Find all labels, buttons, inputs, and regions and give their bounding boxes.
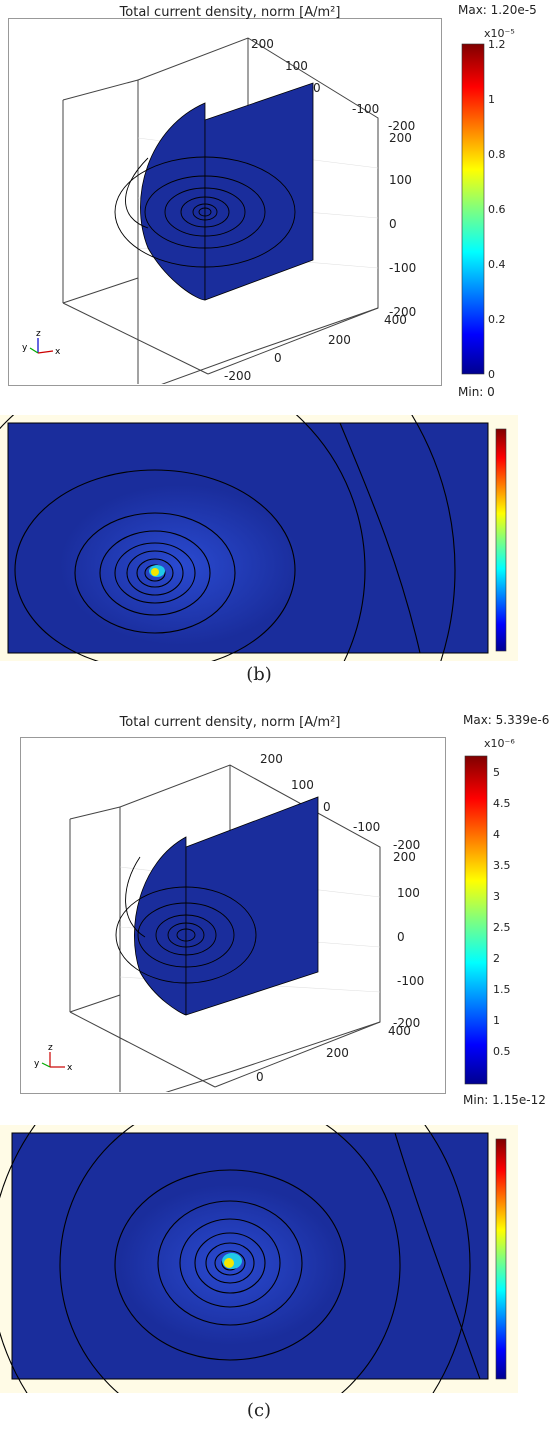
- panel-b-tick-bottom-0: 400: [384, 313, 407, 327]
- panel-b-cb-tick-6: 0: [488, 368, 495, 380]
- panel-c-3d-plot: 200 100 0 -100 -200 200 100 0 -100 -200 …: [34, 752, 424, 1092]
- panel-c-tick-right-0: 200: [393, 850, 416, 864]
- panel-b-tick-top-1: 100: [285, 59, 308, 73]
- panel-c-tick-top-2: 0: [323, 800, 331, 814]
- panel-c-cb-tick-1: 4.5: [493, 797, 511, 810]
- panel-b-title: Total current density, norm [A/m²]: [119, 5, 341, 20]
- panel-c-cb-tick-2: 4: [493, 828, 500, 841]
- panel-b-triad-y: y: [22, 343, 28, 353]
- panel-c-cb-tick-0: 5: [493, 766, 500, 779]
- panel-b-tick-right-3: -100: [389, 261, 416, 275]
- panel-c-cb-tick-9: 0.5: [493, 1045, 511, 1058]
- panel-b-triad-z: z: [36, 329, 41, 339]
- panel-c-colorbar: 5 4.5 4 3.5 3 2.5 2 1.5 1 0.5: [464, 755, 511, 1085]
- panel-b-min: Min: 0: [458, 385, 495, 399]
- panel-b-scale-exponent: x10⁻⁵: [484, 27, 515, 40]
- panel-c-tick-top-3: -100: [353, 820, 380, 834]
- panel-c-max: Max: 5.339e-6: [463, 713, 550, 727]
- panel-b-zoom-slice: [0, 415, 518, 661]
- panel-b-tick-top-2: 0: [313, 81, 321, 95]
- panel-b-max: Max: 1.20e-5: [458, 3, 537, 17]
- panel-b-cb-tick-0: 1.2: [488, 40, 506, 51]
- panel-c-tick-bottom-1: 200: [326, 1046, 349, 1060]
- panel-c-caption: (c): [246, 1400, 272, 1421]
- panel-c-3d-frame: [20, 737, 446, 1094]
- panel-c-cb-tick-4: 3: [493, 890, 500, 903]
- panel-b-cb-tick-3: 0.6: [488, 203, 506, 216]
- panel-b-caption: (b): [246, 664, 272, 685]
- panel-b-3d-frame: [8, 18, 442, 386]
- panel-c-title: Total current density, norm [A/m²]: [119, 715, 341, 730]
- panel-b-tick-top-4: -200: [388, 119, 415, 133]
- panel-c-triad-x: x: [67, 1063, 73, 1073]
- panel-b-axis-triad: z x y: [22, 329, 61, 357]
- panel-b-tick-bottom-3: -200: [224, 369, 251, 383]
- panel-c-cb-tick-7: 1.5: [493, 983, 511, 996]
- panel-b-tick-right-4: -200: [389, 305, 416, 319]
- panel-c-tick-right-3: -100: [397, 974, 424, 988]
- panel-c-tick-right-2: 0: [397, 930, 405, 944]
- panel-c-tick-right-1: 100: [397, 886, 420, 900]
- panel-c-tick-bottom-2: 0: [256, 1070, 264, 1084]
- panel-b-cb-tick-2: 0.8: [488, 148, 506, 161]
- panel-b-tick-bottom-1: 200: [328, 333, 351, 347]
- panel-c-scale-exponent: x10⁻⁶: [484, 737, 515, 750]
- panel-b-colorbar: 1.2 1 0.8 0.6 0.4 0.2 0: [461, 40, 506, 380]
- panel-c-tick-right-4: -200: [393, 1016, 420, 1030]
- panel-b-cb-tick-5: 0.2: [488, 313, 506, 326]
- panel-b-tick-top-0: 200: [251, 37, 274, 51]
- panel-b-tick-top-3: -100: [352, 102, 379, 116]
- panel-c-tick-top-1: 100: [291, 778, 314, 792]
- panel-c-cb-tick-5: 2.5: [493, 921, 511, 934]
- panel-b-triad-x: x: [55, 347, 61, 357]
- panel-b-cb-tick-1: 1: [488, 93, 495, 106]
- panel-c-triad-z: z: [48, 1043, 53, 1053]
- panel-b-tick-right-0: 200: [389, 131, 412, 145]
- panel-b-tick-bottom-2: 0: [274, 351, 282, 365]
- panel-c-cb-tick-6: 2: [493, 952, 500, 965]
- panel-b-tick-right-1: 100: [389, 173, 412, 187]
- panel-c-axis-triad: z x y: [34, 1043, 73, 1073]
- panel-b-cb-tick-4: 0.4: [488, 258, 506, 271]
- panel-c-min: Min: 1.15e-12: [463, 1093, 546, 1107]
- panel-c-zoom-slice: [0, 1125, 518, 1393]
- panel-c-cb-tick-3: 3.5: [493, 859, 511, 872]
- panel-c-triad-y: y: [34, 1059, 40, 1069]
- panel-c-tick-top-4: -200: [393, 838, 420, 852]
- panel-c-cb-tick-8: 1: [493, 1014, 500, 1027]
- panel-b-tick-right-2: 0: [389, 217, 397, 231]
- panel-c-tick-bottom-0: 400: [388, 1024, 411, 1038]
- panel-c-tick-top-0: 200: [260, 752, 283, 766]
- panel-b-3d-plot: 200 100 0 -100 -200 200 100 0 -100 -200 …: [22, 37, 416, 384]
